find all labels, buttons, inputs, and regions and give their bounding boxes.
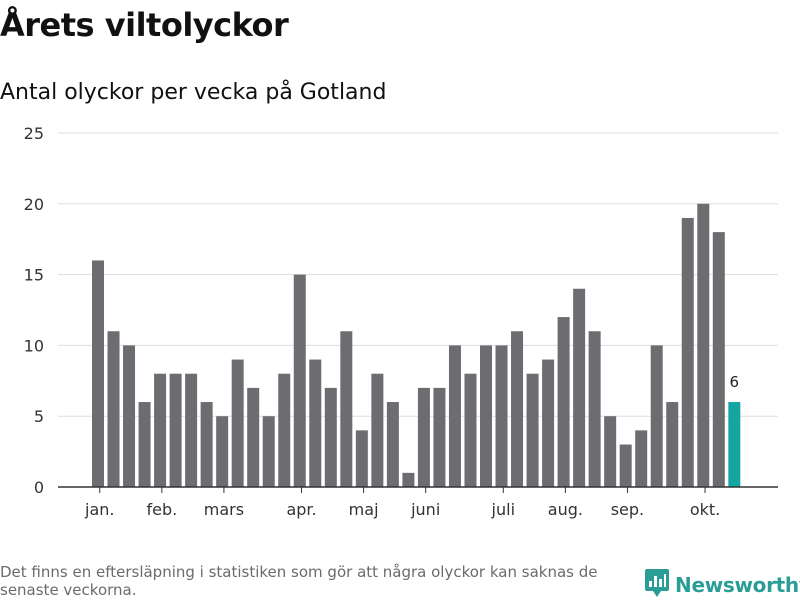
bar xyxy=(200,402,213,487)
bar xyxy=(386,402,399,487)
bar xyxy=(123,345,136,487)
newsworthy-logo-icon xyxy=(645,569,669,601)
x-tick-label: okt. xyxy=(690,500,720,519)
bar xyxy=(480,345,492,487)
x-tick-label: juni xyxy=(410,500,440,519)
bar xyxy=(635,430,648,487)
highlight-bar xyxy=(728,402,741,487)
bar xyxy=(712,232,725,487)
x-tick-label: mars xyxy=(204,500,244,519)
bar xyxy=(666,402,679,487)
bar xyxy=(650,345,663,487)
bar xyxy=(526,373,539,487)
bar xyxy=(681,217,694,487)
bar xyxy=(511,331,524,487)
bar xyxy=(247,387,260,487)
x-tick-label: maj xyxy=(349,500,379,519)
bar xyxy=(604,416,617,487)
y-tick-label: 5 xyxy=(34,407,44,426)
x-tick-label: feb. xyxy=(146,500,177,519)
brand-name: Newsworthy xyxy=(675,573,800,597)
bar xyxy=(262,416,275,487)
x-tick-label: jan. xyxy=(84,500,114,519)
bar xyxy=(542,359,555,487)
bar xyxy=(231,359,244,487)
bar xyxy=(448,345,461,487)
bar xyxy=(697,203,710,488)
bar xyxy=(92,260,104,487)
bar xyxy=(573,288,586,487)
bar xyxy=(185,373,198,487)
bar xyxy=(154,373,167,487)
bar xyxy=(433,387,446,487)
brand-logo[interactable]: Newsworthy xyxy=(645,569,800,601)
y-tick-label: 0 xyxy=(34,478,44,497)
bar xyxy=(324,387,337,487)
bar xyxy=(588,331,601,487)
x-tick-label: aug. xyxy=(548,500,583,519)
bar xyxy=(138,402,151,487)
bar xyxy=(619,444,632,487)
bar xyxy=(495,345,508,487)
bar xyxy=(464,373,477,487)
bar xyxy=(340,331,353,487)
bar xyxy=(402,472,415,487)
x-tick-label: sep. xyxy=(611,500,644,519)
y-tick-label: 10 xyxy=(24,336,44,355)
footnote: Det finns en eftersläpning i statistiken… xyxy=(0,563,598,599)
bar xyxy=(107,331,120,487)
data-label: 6 xyxy=(730,373,740,391)
bar xyxy=(355,430,368,487)
x-tick-label: juli xyxy=(491,500,515,519)
bar xyxy=(417,387,430,487)
y-tick-label: 20 xyxy=(24,195,44,214)
bar xyxy=(371,373,384,487)
bar xyxy=(169,373,182,487)
bar xyxy=(293,274,306,487)
bar xyxy=(216,416,229,487)
y-tick-label: 25 xyxy=(24,124,44,143)
y-tick-label: 15 xyxy=(24,266,44,285)
x-tick-label: apr. xyxy=(286,500,316,519)
chart-subtitle: Antal olyckor per vecka på Gotland xyxy=(0,80,387,105)
bar xyxy=(557,317,570,487)
bar xyxy=(278,373,291,487)
chart-title: Årets viltolyckor xyxy=(0,6,289,44)
bar xyxy=(309,359,322,487)
